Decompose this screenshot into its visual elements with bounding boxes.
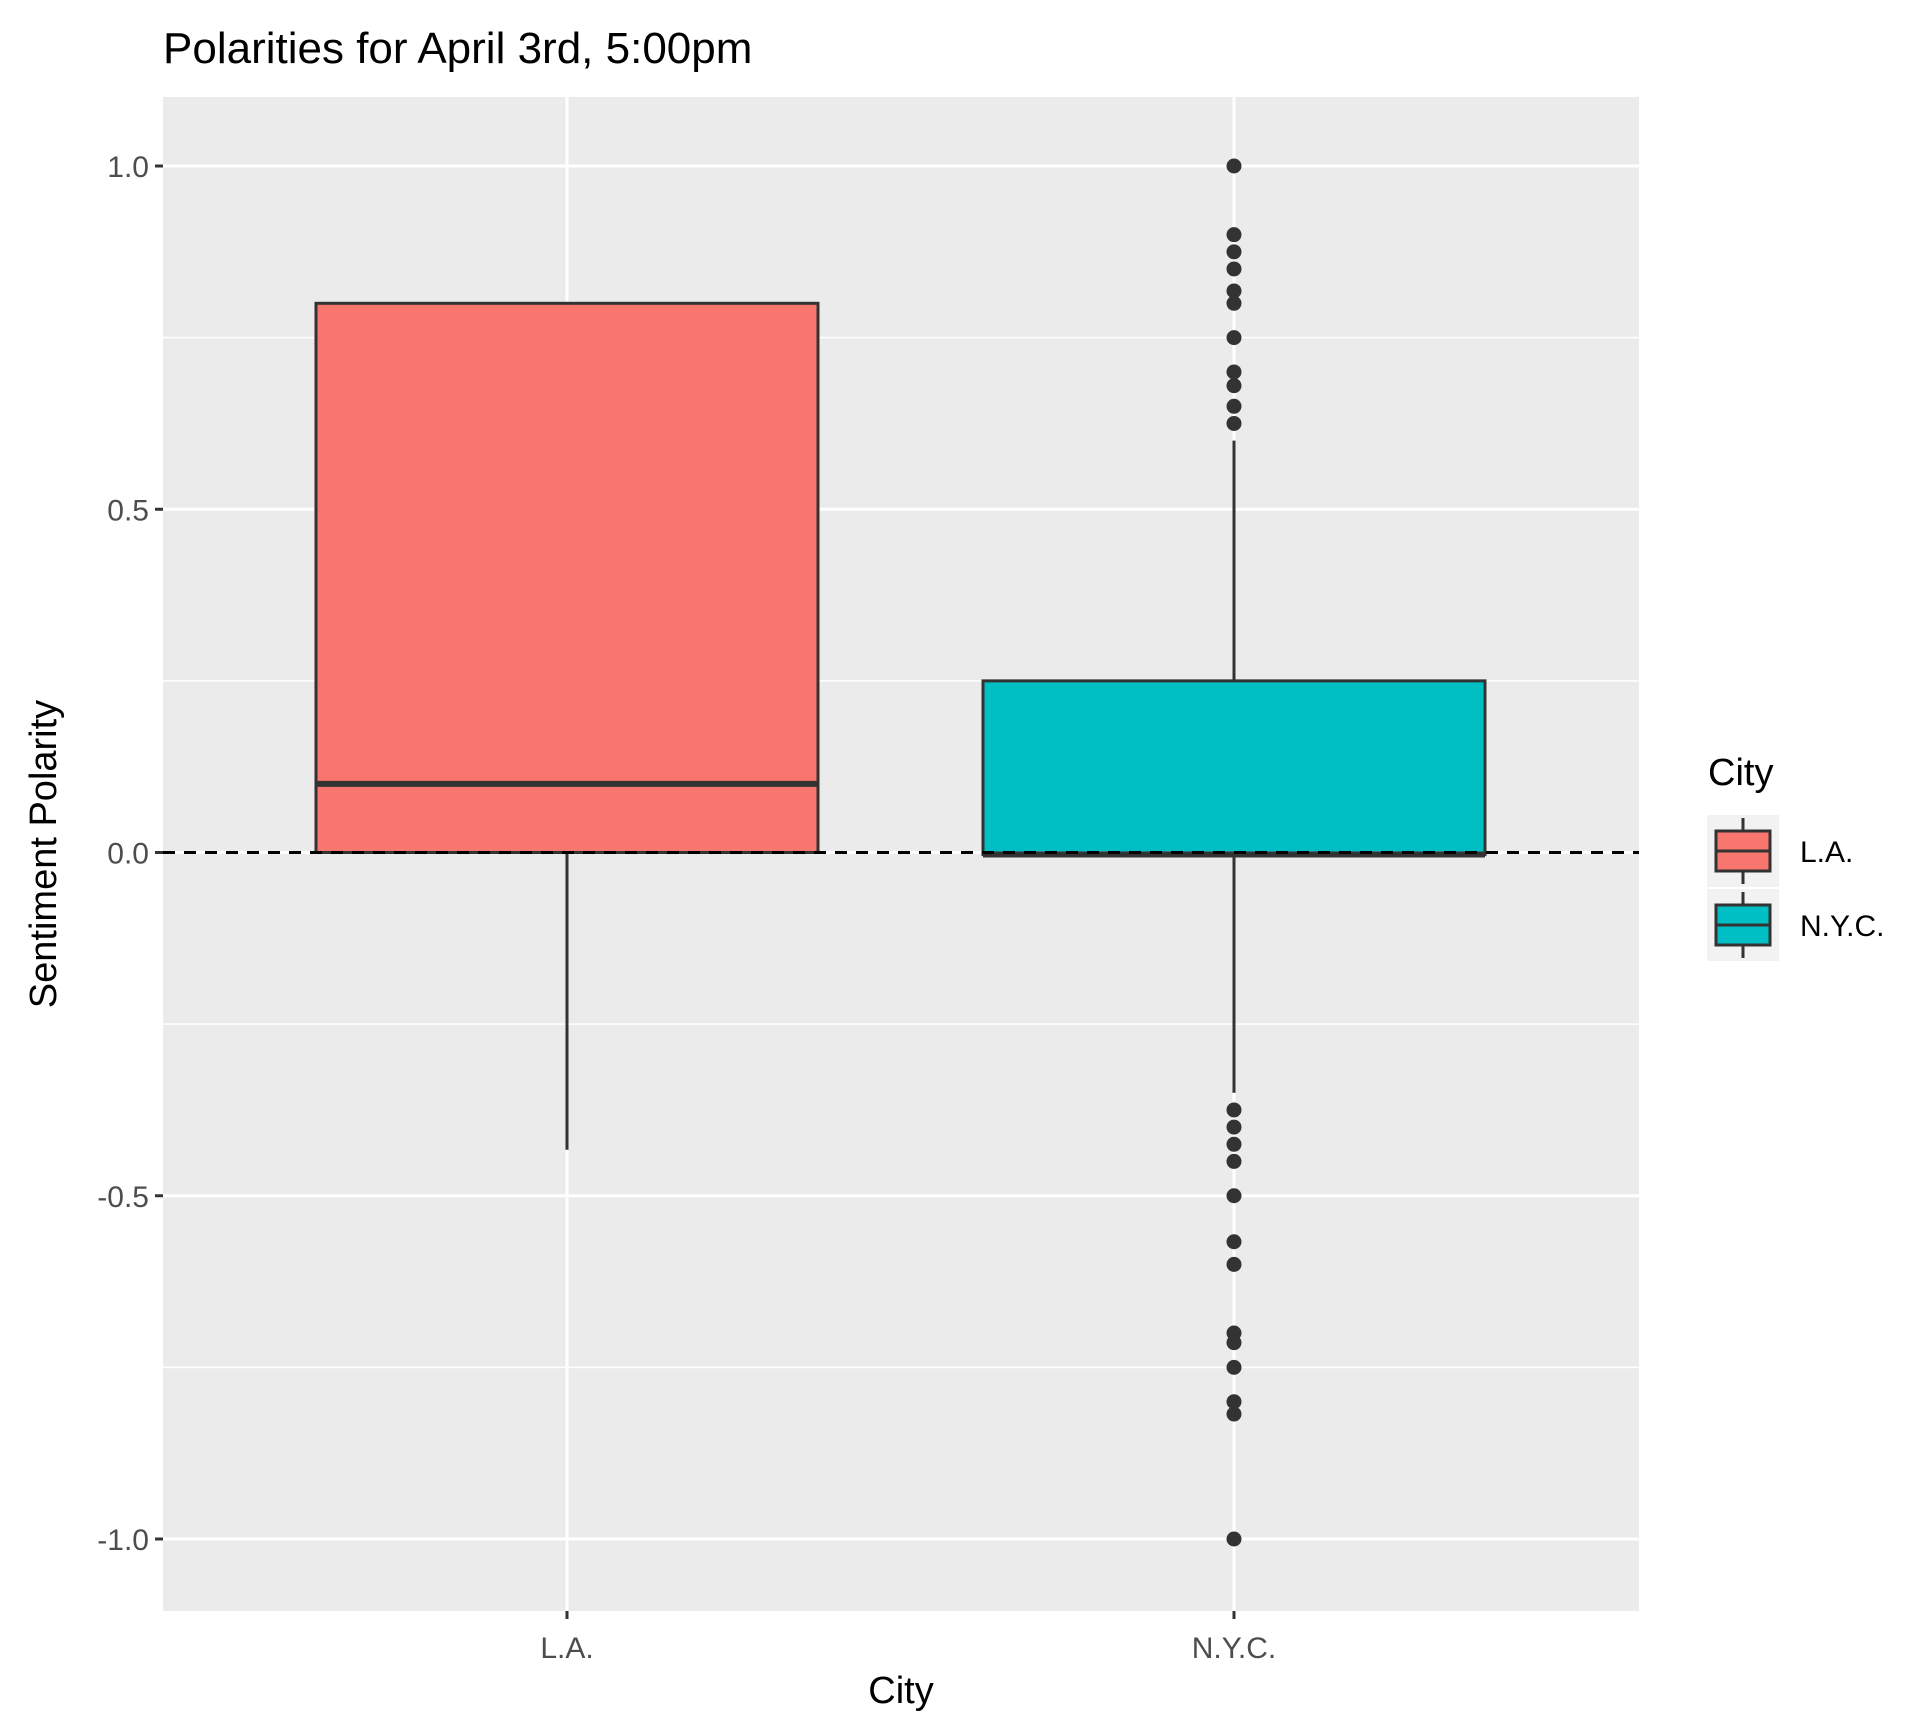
x-axis-ticks: L.A. N.Y.C. (540, 1611, 1276, 1665)
outlier-point (1226, 415, 1242, 431)
outlier-point (1226, 364, 1242, 380)
box-nyc (981, 158, 1487, 1547)
boxes (314, 158, 1487, 1547)
y-tick-label: 1.0 (107, 151, 149, 184)
outlier-point (1226, 378, 1242, 394)
outlier-point (1226, 1394, 1242, 1410)
outlier-point (1226, 295, 1242, 311)
y-tick-label: 0.5 (107, 494, 149, 527)
outlier-point (1226, 1153, 1242, 1169)
x-axis-title: City (868, 1670, 933, 1712)
y-axis-title: Sentiment Polarity (23, 700, 65, 1008)
outlier-point (1226, 261, 1242, 277)
legend-entry: L.A. (1707, 815, 1853, 887)
y-tick-label: -1.0 (97, 1524, 149, 1557)
outlier-point (1226, 398, 1242, 414)
outlier-point (1226, 244, 1242, 260)
y-tick-label: 0.0 (107, 838, 149, 871)
y-tick-label: -0.5 (97, 1181, 149, 1214)
outlier-point (1226, 1256, 1242, 1272)
legend: City L.A. N.Y.C. (1707, 752, 1884, 961)
outlier-point (1226, 1136, 1242, 1152)
outlier-point (1226, 330, 1242, 346)
x-tick-label: L.A. (540, 1632, 593, 1665)
outlier-point (1226, 1335, 1242, 1351)
box-body (314, 301, 820, 854)
outlier-point (1226, 1188, 1242, 1204)
outlier-point (1226, 1359, 1242, 1375)
outlier-point (1226, 1102, 1242, 1118)
outlier-point (1226, 1119, 1242, 1135)
box-body (981, 679, 1487, 857)
y-axis-ticks: 1.0 0.5 0.0 -0.5 -1.0 (97, 151, 163, 1557)
outlier-point (1226, 1234, 1242, 1250)
chart-title: Polarities for April 3rd, 5:00pm (163, 24, 752, 73)
outlier-point (1226, 158, 1242, 174)
legend-entry: N.Y.C. (1707, 889, 1884, 961)
outlier-point (1226, 1406, 1242, 1422)
legend-title: City (1708, 752, 1773, 794)
outlier-point (1226, 1531, 1242, 1547)
x-tick-label: N.Y.C. (1192, 1632, 1276, 1665)
outlier-point (1226, 227, 1242, 243)
legend-label: N.Y.C. (1800, 910, 1884, 943)
outlier-point (1226, 283, 1242, 299)
legend-label: L.A. (1800, 836, 1853, 869)
legend-entries: L.A. N.Y.C. (1707, 815, 1884, 961)
